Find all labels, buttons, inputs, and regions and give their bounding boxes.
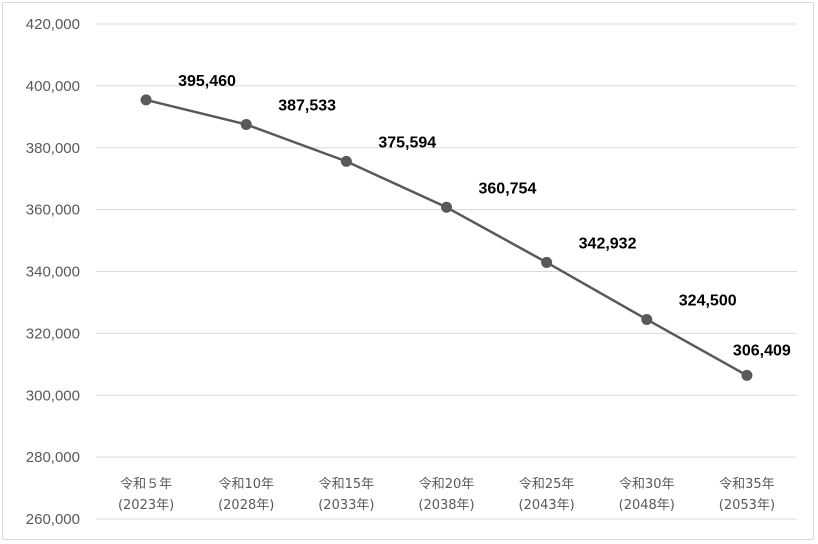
x-tick-label: 令和15年 — [319, 477, 375, 492]
x-tick-label: 令和10年 — [218, 477, 274, 492]
x-tick-label: (2033年) — [318, 498, 374, 513]
data-label: 324,500 — [679, 292, 737, 309]
data-point — [641, 313, 653, 325]
x-tick-label: (2028年) — [218, 498, 274, 513]
x-tick-label: 令和35年 — [719, 477, 775, 492]
y-tick-label: 400,000 — [26, 78, 80, 95]
y-tick-label: 340,000 — [26, 264, 80, 281]
x-tick-label: 令和20年 — [419, 477, 475, 492]
y-tick-label: 300,000 — [26, 387, 80, 404]
x-axis-tick-labels: 令和５年 (2023年) 令和10年 (2028年) 令和15年 (2033年) 令和20年… — [118, 477, 775, 513]
data-point — [741, 369, 753, 381]
data-point — [140, 94, 152, 106]
x-tick-label: (2038年) — [418, 498, 474, 513]
series-line — [145, 98, 748, 377]
data-series — [140, 94, 753, 381]
data-label: 387,533 — [278, 97, 336, 114]
data-label: 342,932 — [579, 235, 637, 252]
y-tick-label: 320,000 — [26, 325, 80, 342]
data-point — [240, 118, 252, 130]
gridlines — [96, 23, 797, 520]
data-label: 395,460 — [178, 73, 236, 90]
x-tick-label: (2053年) — [719, 498, 775, 513]
data-point — [541, 256, 553, 268]
y-tick-label: 360,000 — [26, 202, 80, 219]
y-tick-label: 380,000 — [26, 140, 80, 157]
data-point — [441, 201, 452, 213]
data-label: 306,409 — [733, 342, 791, 359]
x-tick-label: 令和５年 — [120, 477, 172, 492]
data-label: 360,754 — [479, 180, 537, 197]
data-point — [340, 155, 352, 167]
x-tick-label: (2023年) — [118, 498, 174, 513]
y-tick-label: 260,000 — [26, 511, 80, 528]
x-tick-label: (2048年) — [619, 498, 675, 513]
y-axis-tick-labels: 260,000 280,000 300,000 320,000 340,000 360,0… — [26, 16, 80, 528]
y-tick-label: 420,000 — [26, 16, 80, 33]
y-tick-label: 280,000 — [26, 449, 80, 466]
x-tick-label: (2043年) — [519, 498, 575, 513]
data-labels: 395,460 387,533 375,594 360,754 342,932 324,5… — [178, 73, 791, 360]
x-tick-label: 令和30年 — [619, 477, 675, 492]
data-label: 375,594 — [378, 134, 436, 151]
x-tick-label: 令和25年 — [519, 477, 575, 492]
